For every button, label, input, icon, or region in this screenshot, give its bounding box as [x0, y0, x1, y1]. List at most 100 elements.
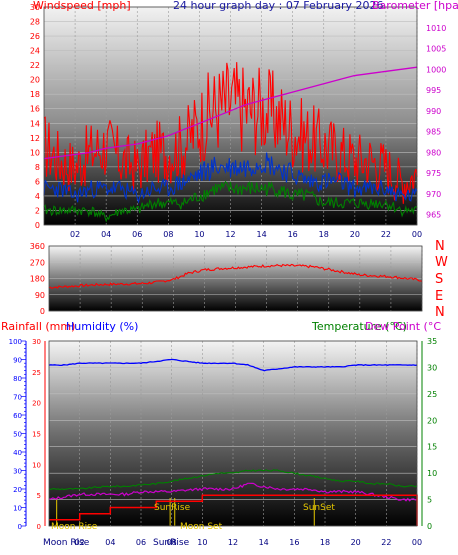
wind-y-tick-label: 20	[30, 76, 40, 85]
humidity-y-tick-label: 50	[13, 431, 22, 439]
wind-y-tick-label: 26	[30, 32, 40, 41]
compass-label-n-bottom: N	[435, 305, 445, 320]
direction-y-tick-label: 0	[40, 307, 45, 316]
data-layer	[43, 62, 423, 526]
temperature-line	[48, 469, 418, 491]
wind-direction-line	[48, 263, 423, 289]
temperature-y-tick-label: 25	[427, 390, 437, 399]
rainfall-y-tick-label: 0	[37, 523, 41, 531]
barometer-y-tick-label: 970	[426, 190, 441, 199]
direction-y-tick-label: 270	[30, 258, 45, 267]
humidity-y-tick-label: 90	[13, 357, 22, 365]
wind-x-tick-label: 10	[194, 230, 204, 239]
moon-set-label: Moon Set	[180, 522, 223, 532]
barometer-y-tick-label: 975	[426, 169, 441, 178]
climate-x-tick-label: 14	[259, 538, 269, 547]
dewpoint-axis-label: Dew Point (°C	[365, 320, 441, 333]
rainfall-y-tick-label: 10	[32, 461, 41, 469]
barometer-line	[43, 66, 418, 160]
temperature-y-tick-label: 0	[427, 522, 432, 531]
direction-y-tick-label: 360	[30, 242, 45, 251]
climate-x-tick-label: 00	[412, 538, 422, 547]
wind-x-tick-label: 22	[381, 230, 391, 239]
barometer-y-tick-label: 1010	[426, 24, 446, 33]
barometer-y-tick-label: 985	[426, 128, 441, 137]
climate-x-tick-label: 02	[75, 538, 85, 547]
climate-x-tick-label: 22	[381, 538, 391, 547]
humidity-y-tick-label: 60	[13, 412, 22, 420]
wind-average-line	[43, 152, 418, 204]
temperature-y-tick-label: 10	[427, 469, 437, 478]
wind-y-tick-label: 8	[35, 163, 40, 172]
wind-y-tick-label: 12	[30, 134, 40, 143]
wind-y-tick-label: 14	[30, 119, 40, 128]
temperature-y-tick-label: 20	[427, 416, 437, 425]
wind-y-tick-label: 6	[35, 177, 40, 186]
rainfall-y-tick-label: 25	[32, 369, 41, 377]
humidity-y-tick-label: 80	[13, 375, 22, 383]
barometer-y-tick-label: 990	[426, 107, 441, 116]
rainfall-y-tick-label: 30	[32, 338, 41, 346]
wind-y-tick-label: 10	[30, 148, 40, 157]
climate-x-tick-label: 20	[351, 538, 361, 547]
compass-label-n-top: N	[435, 239, 445, 254]
rainfall-axis-label: Rainfall (mm)	[1, 320, 75, 333]
direction-plot-frame	[48, 245, 423, 312]
climate-x-tick-label: 06	[136, 538, 146, 547]
humidity-y-tick-label: 70	[13, 394, 22, 402]
climate-x-tick-label: 18	[320, 538, 330, 547]
rainfall-y-tick-label: 20	[32, 400, 41, 408]
temperature-y-tick-label: 5	[427, 496, 432, 505]
axis-layer: 0246810121416182022242628309659709759809…	[9, 3, 447, 547]
climate-x-tick-label: 04	[105, 538, 115, 547]
humidity-y-tick-label: 20	[13, 486, 22, 494]
dewpoint-line	[48, 482, 418, 502]
wind-low-line	[43, 180, 418, 223]
wind-x-tick-label: 16	[288, 230, 298, 239]
wind-x-tick-label: 12	[225, 230, 235, 239]
wind-plot-frame	[43, 6, 418, 226]
humidity-line	[48, 358, 418, 372]
humidity-y-tick-label: 100	[9, 338, 22, 346]
wind-y-tick-label: 28	[30, 18, 40, 27]
compass-labels: N W S E N	[435, 239, 448, 320]
wind-x-tick-label: 06	[132, 230, 142, 239]
humidity-y-tick-label: 0	[18, 523, 22, 531]
wind-x-tick-label: 02	[70, 230, 80, 239]
temperature-y-tick-label: 30	[427, 363, 437, 372]
climate-x-tick-label: 08	[167, 538, 177, 547]
humidity-y-tick-label: 40	[13, 449, 22, 457]
wind-x-tick-label: 20	[350, 230, 360, 239]
wind-x-tick-label: 04	[101, 230, 111, 239]
climate-x-tick-label: 12	[228, 538, 238, 547]
direction-y-tick-label: 180	[30, 275, 45, 284]
climate-plot-frame	[48, 340, 418, 527]
rainfall-line	[49, 494, 418, 526]
humidity-y-tick-label: 10	[13, 505, 22, 513]
wind-y-tick-label: 24	[30, 47, 40, 56]
temperature-y-tick-label: 35	[427, 337, 437, 346]
wind-y-tick-label: 4	[35, 192, 40, 201]
wind-gust-line	[43, 62, 418, 204]
climate-x-tick-label: 10	[197, 538, 207, 547]
wind-x-tick-label: 18	[319, 230, 329, 239]
top-chart-title: 24 hour graph day : 07 February 2026	[173, 0, 384, 12]
wind-y-tick-label: 22	[30, 61, 40, 70]
compass-label-w: W	[435, 255, 448, 270]
humidity-y-tick-label: 30	[13, 468, 22, 476]
barometer-y-tick-label: 980	[426, 148, 441, 157]
wind-y-tick-label: 0	[35, 221, 40, 230]
barometer-y-tick-label: 1005	[426, 45, 446, 54]
top-right-axis-label: Barometer [hpa]	[372, 0, 458, 12]
moon-rise-label: Moon Rise	[51, 522, 98, 532]
wind-y-tick-label: 30	[30, 3, 40, 12]
rainfall-y-tick-label: 15	[32, 431, 41, 439]
sunset-label: SunSet	[303, 503, 335, 513]
temperature-axis-label: Temperature (°C)	[311, 320, 407, 333]
direction-y-tick-label: 90	[35, 291, 45, 300]
climate-x-tick-label: 16	[289, 538, 299, 547]
wind-y-tick-label: 16	[30, 105, 40, 114]
barometer-y-tick-label: 995	[426, 86, 441, 95]
